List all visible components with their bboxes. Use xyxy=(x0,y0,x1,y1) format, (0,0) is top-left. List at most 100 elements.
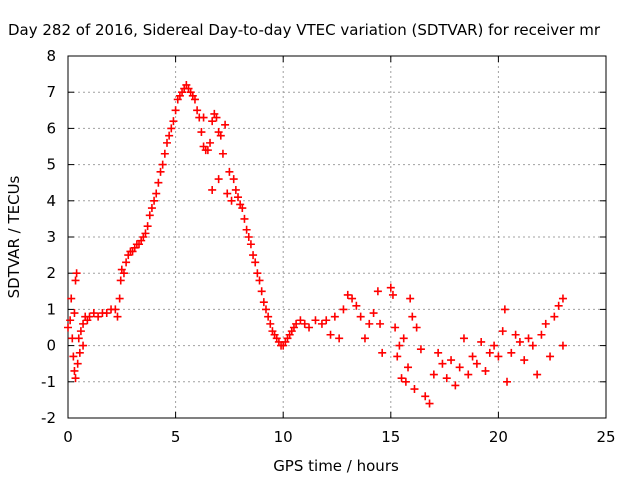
data-point xyxy=(238,204,247,213)
y-tick-labels: -2 -1 0 1 2 3 4 5 6 7 8 xyxy=(41,47,56,427)
data-point xyxy=(515,337,524,346)
data-point xyxy=(388,290,397,299)
data-point xyxy=(416,345,425,354)
data-point xyxy=(412,323,421,332)
data-point xyxy=(481,366,490,375)
data-point xyxy=(152,189,161,198)
data-point xyxy=(464,370,473,379)
data-point xyxy=(113,312,122,321)
data-point xyxy=(255,276,264,285)
data-point xyxy=(343,290,352,299)
x-tick-label: 20 xyxy=(489,428,508,446)
data-point xyxy=(266,319,275,328)
data-point xyxy=(292,319,301,328)
data-point xyxy=(558,294,567,303)
data-point xyxy=(348,294,357,303)
data-point xyxy=(147,204,156,213)
data-point xyxy=(66,316,75,325)
axis-ticks xyxy=(67,55,607,419)
data-point xyxy=(360,334,369,343)
x-tick-labels: 0 5 10 15 20 25 xyxy=(63,428,615,446)
x-tick-label: 10 xyxy=(274,428,293,446)
data-point xyxy=(395,341,404,350)
data-point xyxy=(240,214,249,223)
data-point xyxy=(378,348,387,357)
data-point xyxy=(165,131,174,140)
data-point xyxy=(317,319,326,328)
x-axis-title: GPS time / hours xyxy=(273,457,399,475)
data-point xyxy=(160,149,169,158)
data-point xyxy=(162,138,171,147)
data-point xyxy=(322,316,331,325)
y-tick-label: 7 xyxy=(46,83,56,101)
data-point xyxy=(373,287,382,296)
data-point xyxy=(111,305,120,314)
data-point xyxy=(75,348,84,357)
data-point xyxy=(401,377,410,386)
data-points xyxy=(64,80,567,408)
data-point xyxy=(472,359,481,368)
data-point xyxy=(141,229,150,238)
data-point xyxy=(447,356,456,365)
data-point xyxy=(154,178,163,187)
data-point xyxy=(70,366,79,375)
data-point xyxy=(311,316,320,325)
y-tick-label: -1 xyxy=(41,373,56,391)
data-point xyxy=(227,196,236,205)
data-point xyxy=(145,211,154,220)
data-point xyxy=(242,225,251,234)
x-tick-label: 5 xyxy=(171,428,181,446)
data-point xyxy=(74,334,83,343)
data-point xyxy=(376,319,385,328)
data-point xyxy=(208,117,217,126)
data-point xyxy=(225,167,234,176)
data-point xyxy=(229,175,238,184)
data-point xyxy=(143,222,152,231)
data-point xyxy=(296,316,305,325)
data-point xyxy=(330,312,339,321)
data-point xyxy=(511,330,520,339)
data-point xyxy=(520,356,529,365)
data-point xyxy=(468,352,477,361)
data-point xyxy=(498,327,507,336)
data-point xyxy=(438,359,447,368)
data-point xyxy=(335,334,344,343)
data-point xyxy=(64,323,72,332)
grid-lines xyxy=(68,56,606,418)
data-point xyxy=(490,341,499,350)
data-point xyxy=(76,327,85,336)
y-tick-label: 6 xyxy=(46,119,56,137)
data-point xyxy=(369,309,378,318)
data-point xyxy=(94,312,103,321)
data-point xyxy=(203,146,212,155)
data-point xyxy=(223,189,232,198)
data-point xyxy=(85,312,94,321)
data-point xyxy=(197,128,206,137)
data-point xyxy=(119,269,128,278)
data-point xyxy=(251,258,260,267)
data-point xyxy=(199,113,208,122)
data-point xyxy=(171,106,180,115)
data-point xyxy=(410,385,419,394)
data-point xyxy=(541,319,550,328)
y-tick-label: 1 xyxy=(46,300,56,318)
data-point xyxy=(393,352,402,361)
data-point xyxy=(425,399,434,408)
data-point xyxy=(208,185,217,194)
data-point xyxy=(558,341,567,350)
data-point xyxy=(253,269,262,278)
data-point xyxy=(214,175,223,184)
data-point xyxy=(89,309,98,318)
data-point xyxy=(406,294,415,303)
data-point xyxy=(212,113,221,122)
data-point xyxy=(216,131,225,140)
data-point xyxy=(524,334,533,343)
data-point xyxy=(356,312,365,321)
data-point xyxy=(546,352,555,361)
data-point xyxy=(421,392,430,401)
data-point xyxy=(404,363,413,372)
data-point xyxy=(122,258,131,267)
data-point xyxy=(69,352,78,361)
x-tick-label: 15 xyxy=(381,428,400,446)
